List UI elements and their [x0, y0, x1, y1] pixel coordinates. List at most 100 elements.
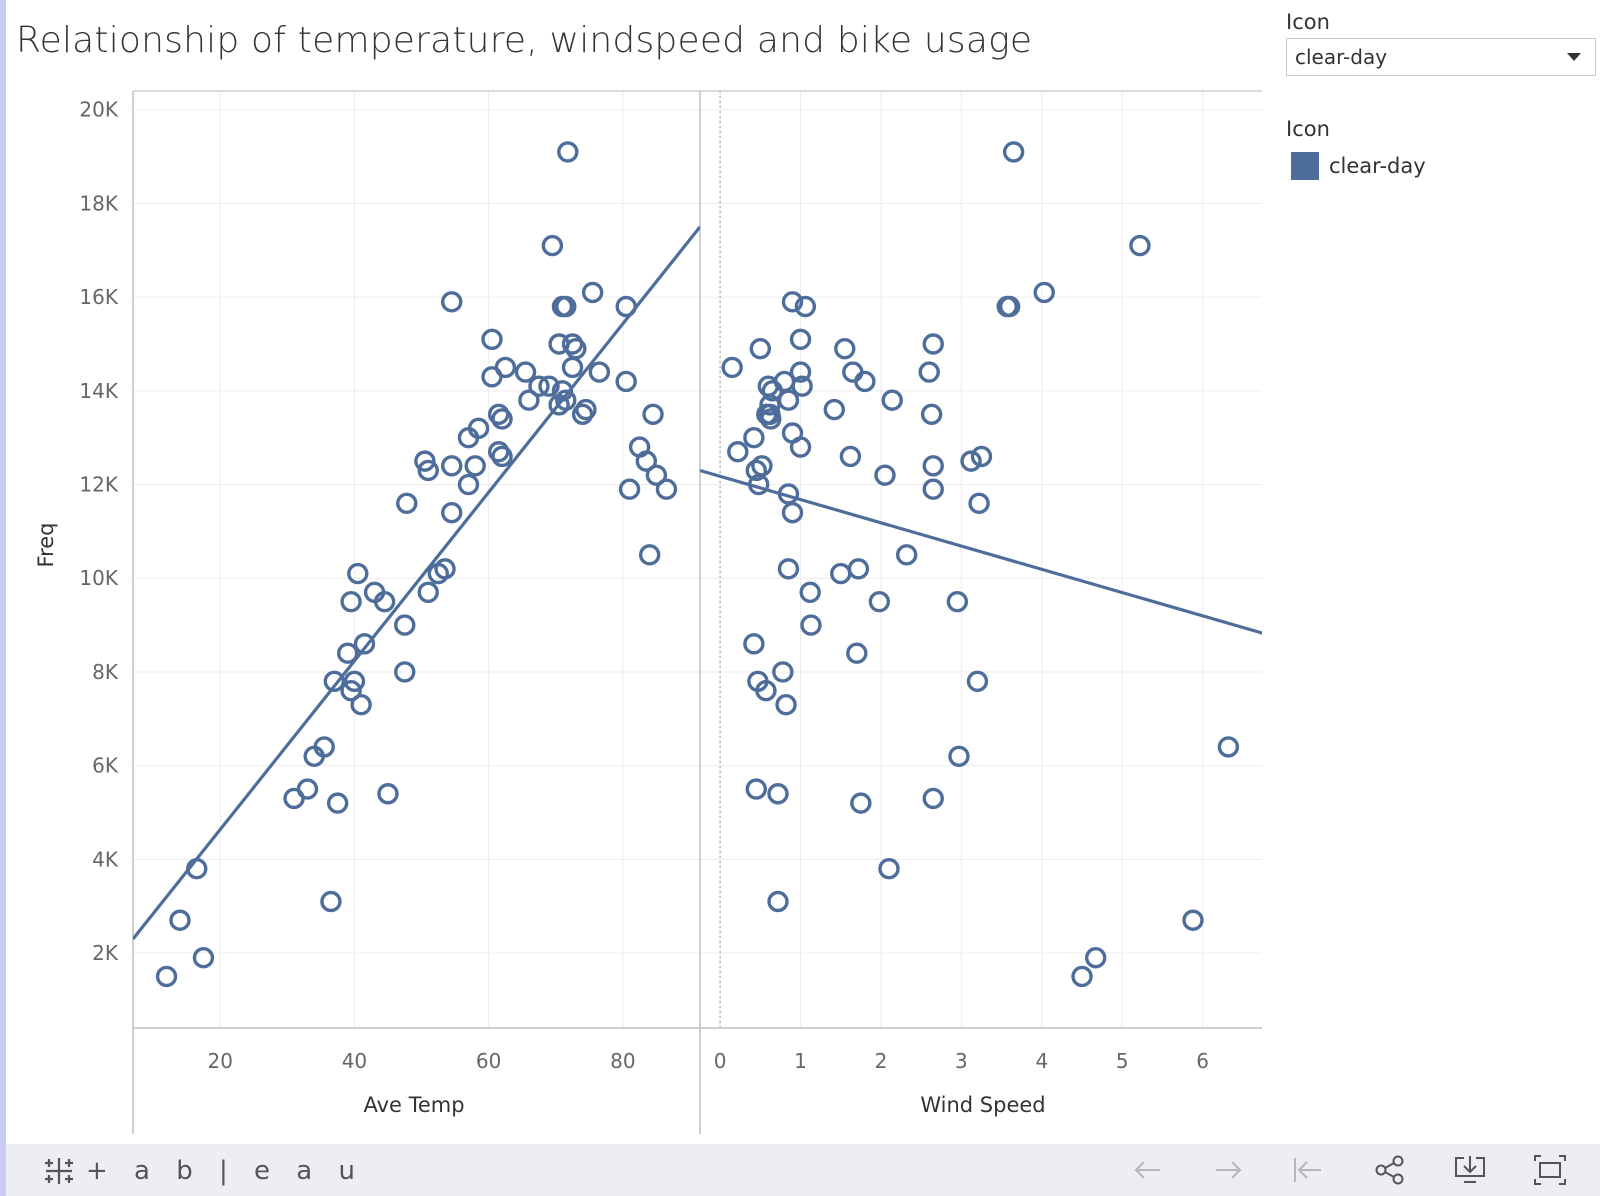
data-point[interactable]	[645, 464, 668, 486]
data-point[interactable]	[868, 590, 891, 613]
fullscreen-icon[interactable]	[1532, 1152, 1568, 1188]
data-point[interactable]	[781, 291, 804, 313]
data-point[interactable]	[394, 661, 416, 683]
data-point[interactable]	[968, 492, 990, 514]
data-point[interactable]	[874, 464, 896, 486]
data-points[interactable]	[155, 141, 1240, 988]
tableau-logo[interactable]: + a b | e a u	[42, 1154, 364, 1188]
data-point[interactable]	[561, 356, 584, 379]
data-point[interactable]	[481, 328, 503, 351]
data-point[interactable]	[1129, 234, 1151, 257]
data-point[interactable]	[920, 403, 943, 425]
legend-item-clear-day[interactable]: clear-day	[1291, 152, 1426, 180]
data-point[interactable]	[1182, 909, 1204, 931]
data-point[interactable]	[320, 890, 342, 913]
data-point[interactable]	[800, 614, 822, 636]
data-point[interactable]	[767, 890, 789, 913]
revert-icon[interactable]	[1290, 1152, 1326, 1188]
data-point[interactable]	[441, 501, 463, 524]
download-icon[interactable]	[1452, 1152, 1488, 1188]
data-point[interactable]	[751, 455, 773, 477]
data-point[interactable]	[948, 745, 970, 767]
data-point[interactable]	[743, 633, 765, 655]
data-point[interactable]	[638, 544, 661, 566]
data-point[interactable]	[767, 783, 789, 805]
data-point[interactable]	[575, 398, 597, 421]
data-point[interactable]	[377, 783, 399, 805]
data-point[interactable]	[555, 295, 577, 318]
data-point[interactable]	[745, 778, 767, 800]
data-point[interactable]	[850, 792, 872, 814]
data-point[interactable]	[960, 450, 982, 472]
data-point[interactable]	[966, 670, 989, 693]
data-point[interactable]	[834, 337, 856, 360]
data-point[interactable]	[777, 389, 800, 411]
data-point[interactable]	[799, 581, 821, 603]
data-point[interactable]	[922, 333, 944, 355]
data-point[interactable]	[340, 679, 362, 702]
data-point[interactable]	[518, 389, 540, 411]
data-point[interactable]	[760, 408, 782, 430]
data-point[interactable]	[823, 398, 846, 421]
data-point[interactable]	[417, 459, 439, 482]
data-point[interactable]	[777, 558, 800, 580]
data-point[interactable]	[555, 389, 577, 411]
data-point[interactable]	[1071, 965, 1093, 988]
data-point[interactable]	[781, 501, 804, 524]
data-point[interactable]	[839, 445, 862, 468]
data-point[interactable]	[467, 417, 490, 440]
data-point[interactable]	[296, 778, 319, 800]
data-point[interactable]	[414, 450, 436, 472]
data-point[interactable]	[749, 337, 772, 360]
data-point[interactable]	[538, 375, 560, 397]
data-point[interactable]	[922, 455, 944, 477]
data-point[interactable]	[565, 337, 587, 360]
data-point[interactable]	[655, 478, 678, 500]
data-point[interactable]	[343, 670, 366, 693]
data-point[interactable]	[922, 478, 944, 500]
data-point[interactable]	[340, 590, 362, 613]
data-point[interactable]	[791, 375, 813, 397]
data-point[interactable]	[642, 403, 664, 425]
icon-filter-dropdown[interactable]: clear-day	[1286, 38, 1596, 76]
data-point[interactable]	[881, 389, 903, 411]
scatter-chart[interactable]: 2K 4K 6K 8K 10K 12K 14K 16K 18K 20K 20 40 60 80 0 1 2 3 4 5…	[0, 0, 1262, 1140]
data-point[interactable]	[457, 473, 480, 496]
data-point[interactable]	[1002, 141, 1025, 163]
data-point[interactable]	[514, 361, 537, 383]
data-point[interactable]	[794, 295, 817, 318]
data-point[interactable]	[491, 445, 513, 468]
data-point[interactable]	[581, 281, 604, 304]
data-point[interactable]	[323, 670, 346, 693]
data-point[interactable]	[350, 694, 372, 716]
data-point[interactable]	[186, 858, 208, 880]
data-point[interactable]	[842, 361, 864, 383]
undo-arrow-icon[interactable]	[1130, 1152, 1166, 1188]
data-point[interactable]	[830, 562, 852, 585]
data-point[interactable]	[847, 558, 870, 580]
data-point[interactable]	[394, 614, 416, 636]
data-point[interactable]	[417, 581, 439, 603]
data-point[interactable]	[772, 661, 794, 683]
data-point[interactable]	[946, 590, 969, 613]
data-point[interactable]	[618, 478, 641, 500]
data-point[interactable]	[1217, 736, 1240, 758]
data-point[interactable]	[396, 492, 418, 514]
data-point[interactable]	[169, 909, 191, 931]
data-point[interactable]	[743, 426, 765, 449]
data-point[interactable]	[846, 642, 868, 664]
data-point[interactable]	[1033, 281, 1055, 304]
data-point[interactable]	[434, 558, 456, 580]
data-point[interactable]	[745, 459, 767, 482]
data-point[interactable]	[192, 947, 215, 969]
share-icon[interactable]	[1372, 1152, 1408, 1188]
data-point[interactable]	[998, 295, 1021, 318]
data-point[interactable]	[895, 544, 918, 566]
data-point[interactable]	[789, 436, 812, 458]
data-point[interactable]	[155, 965, 178, 988]
data-point[interactable]	[970, 445, 993, 468]
data-point[interactable]	[789, 328, 812, 351]
data-point[interactable]	[721, 356, 743, 379]
data-point[interactable]	[313, 736, 335, 758]
data-point[interactable]	[541, 234, 564, 257]
